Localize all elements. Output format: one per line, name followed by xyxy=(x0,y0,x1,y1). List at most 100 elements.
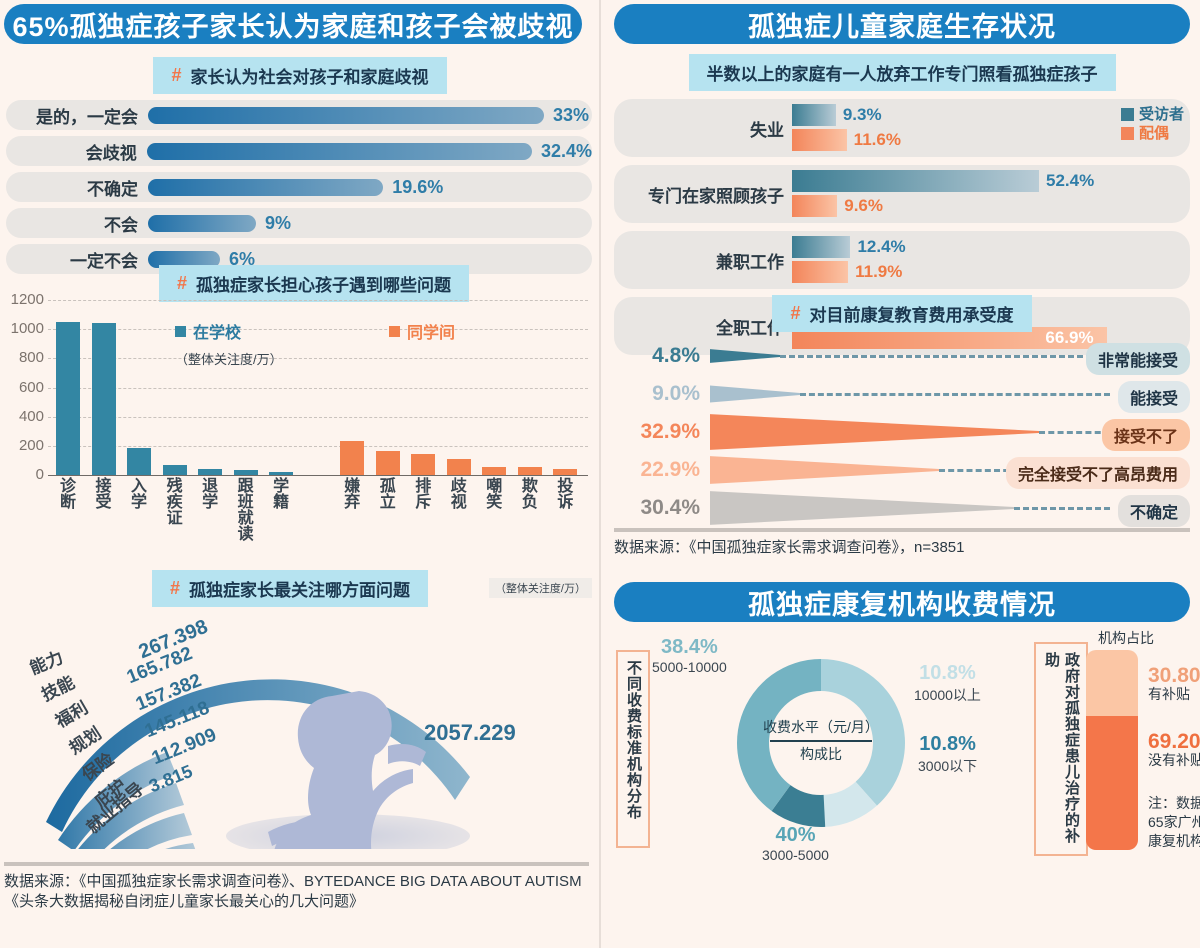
right-source1-block: 数据来源：《中国孤独症家长需求调查问卷》，n=3851 xyxy=(614,528,1190,558)
x-tick-label: 跟班就读 xyxy=(237,478,254,543)
employment-bar-value: 9.3% xyxy=(842,105,882,124)
focus-chip: # 孤独症家长最关注哪方面问题 xyxy=(151,570,428,607)
subsidy-bar-with xyxy=(1086,650,1138,716)
x-tick-label: 嘲笑 xyxy=(486,478,503,511)
employment-bar: 66.9% xyxy=(792,327,1108,349)
discrimination-chip: # 家长认为社会对孩子和家庭歧视 xyxy=(153,57,447,94)
subsidy-label-with: 30.80% 有补贴 xyxy=(1148,664,1200,704)
column-bar xyxy=(553,469,578,475)
employment-bar: 12.4% xyxy=(792,236,906,258)
employment-bar: 9.6% xyxy=(792,195,883,217)
subsidy-note: 注：数据样本为65家广州孤独症康复机构 xyxy=(1148,795,1200,849)
affordability-pct: 32.9% xyxy=(640,420,700,443)
discrimination-row-value: 6% xyxy=(229,248,256,269)
employment-bar: 9.3% xyxy=(792,104,882,126)
subsidy-pct-without: 69.20% xyxy=(1148,730,1200,753)
employment-legend: 受访者 配偶 xyxy=(1120,105,1184,143)
right-source1-text: 数据来源：《中国孤独症家长需求调查问卷》，n=3851 xyxy=(614,539,965,556)
affordability-triangle xyxy=(710,414,1040,450)
legend-swatch-interviewee xyxy=(1120,108,1134,121)
affordability-dashline xyxy=(1014,507,1110,510)
y-tick-label: 400 xyxy=(18,407,44,425)
discrimination-row-value: 33% xyxy=(553,104,590,125)
fees-center-title: 收费水平（元/月） xyxy=(763,719,879,735)
x-tick-label: 投诉 xyxy=(557,478,574,511)
right-source1-divider xyxy=(614,528,1190,532)
employment-chip: 半数以上的家庭有一人放弃工作专门照看孤独症孩子 xyxy=(688,54,1116,91)
x-tick-label: 接受 xyxy=(95,478,112,511)
employment-bar-value: 52.4% xyxy=(1046,171,1095,190)
employment-row-label: 专门在家照顾孩子 xyxy=(648,186,784,206)
discrimination-row-label: 是的，一定会 xyxy=(36,107,138,127)
employment-row-label: 全职工作 xyxy=(716,318,784,338)
y-tick-label: 800 xyxy=(18,349,44,367)
discrimination-row-bar xyxy=(146,142,532,160)
legend-swatch-school xyxy=(175,325,186,337)
fees-right-note: 政府对孤独症患儿治疗的补助 xyxy=(1034,642,1088,856)
fees-label-3000below: 10.8% 3000以下 xyxy=(918,733,977,776)
x-tick-label: 退学 xyxy=(202,478,219,511)
employment-bar: 11.6% xyxy=(792,129,901,151)
employment-row-bars: 52.4% 9.6% xyxy=(792,168,1190,220)
affordability-triangle xyxy=(710,376,1040,412)
affordability-chip-label: 对目前康复教育费用承受度 xyxy=(809,306,1014,325)
employment-row-bars: 9.3% 11.6% xyxy=(792,102,1190,154)
affordability-row: 32.9% 接受不了 xyxy=(614,414,1190,451)
column-bar xyxy=(517,466,542,475)
column-bar xyxy=(127,448,152,475)
discrimination-row-value: 9% xyxy=(265,212,292,233)
affordability-dashline xyxy=(1039,431,1110,434)
employment-row: 专门在家照顾孩子 52.4% 9.6% xyxy=(614,165,1190,223)
left-source-text: 数据来源：《中国孤独症家长需求调查问卷》、BYTEDANCE BIG DATA … xyxy=(4,873,582,911)
y-tick-label: 1000 xyxy=(10,320,44,338)
column-bar xyxy=(269,472,294,475)
discrimination-chip-label: 家长认为社会对孩子和家庭歧视 xyxy=(190,68,429,87)
discrimination-row-bar xyxy=(148,250,220,268)
fees-label-3000-5000: 40% 3000-5000 xyxy=(762,824,829,863)
hash-icon: # xyxy=(176,273,187,293)
legend-label-classmates: 同学间 xyxy=(406,325,455,342)
discrimination-row-bar xyxy=(148,106,544,124)
focus-arc-chart: # 孤独症家长最关注哪方面问题 （整体关注度/万） xyxy=(0,570,600,850)
column-bar xyxy=(446,458,471,475)
subsidy-pct-with: 30.80% xyxy=(1148,664,1200,687)
gridline xyxy=(48,329,588,331)
discrimination-rows: 是的，一定会 33% 会歧视 32.4% 不确定 19.6% 不会 9% 一定不会 6% xyxy=(0,100,600,274)
affordability-tag: 能接受 xyxy=(1117,381,1190,413)
affordability-pct: 4.8% xyxy=(652,344,700,367)
fees-pct-1: 10.8% xyxy=(919,662,976,684)
worries-chip: # 孤独症家长担心孩子遇到哪些问题 xyxy=(158,265,469,302)
gridline xyxy=(48,445,588,447)
fees-center-sub: 构成比 xyxy=(800,746,842,762)
x-tick-label: 残疾证 xyxy=(166,478,183,527)
fees-left-note: 不同收费标准机构分布 xyxy=(616,650,650,848)
left-footer: 数据来源：《中国孤独症家长需求调查问卷》、BYTEDANCE BIG DATA … xyxy=(4,862,589,913)
discrimination-row-label: 不确定 xyxy=(87,179,138,199)
legend-classmates: 同学间 xyxy=(388,319,455,343)
employment-bar-fill xyxy=(792,104,836,126)
affordability-tag: 非常能接受 xyxy=(1085,343,1190,375)
y-tick-label: 600 xyxy=(18,378,44,396)
legend-label-interviewee: 受访者 xyxy=(1138,106,1184,123)
left-main-header: 65%孤独症孩子家长认为家庭和孩子会被歧视 xyxy=(4,4,582,44)
donut-segment xyxy=(737,659,821,811)
fees-cat-2: 3000以下 xyxy=(918,758,978,774)
column-bar xyxy=(375,450,400,475)
discrimination-row: 不确定 19.6% xyxy=(6,172,592,202)
subsidy-text-without: 没有补贴 xyxy=(1148,752,1200,768)
legend-swatch-classmates xyxy=(388,325,400,337)
fees-donut-center: 收费水平（元/月） 构成比 xyxy=(760,718,882,764)
column-bar xyxy=(340,440,365,475)
focus-unit: （整体关注度/万） xyxy=(488,578,592,598)
discrimination-row-value: 32.4% xyxy=(540,140,592,161)
employment-bar-value: 11.6% xyxy=(853,130,901,149)
affordability-rows: 4.8% 非常能接受 9.0% 能接受 32.9% 接受不了 22.9% 完全接受不了高昂费用… xyxy=(614,338,1190,527)
fees-cat-1: 10000以上 xyxy=(914,687,981,703)
affordability-tag: 不确定 xyxy=(1117,495,1190,527)
fees-label-5000-10000: 38.4% 5000-10000 xyxy=(652,636,727,675)
column-bar xyxy=(162,464,187,475)
employment-row: 兼职工作 12.4% 11.9% xyxy=(614,231,1190,289)
focus-chip-label: 孤独症家长最关注哪方面问题 xyxy=(189,581,410,600)
affordability-chart: # 对目前康复教育费用承受度 4.8% 非常能接受 9.0% 能接受 32.9% 接受不了… xyxy=(614,295,1190,530)
donut-segment xyxy=(771,785,826,827)
